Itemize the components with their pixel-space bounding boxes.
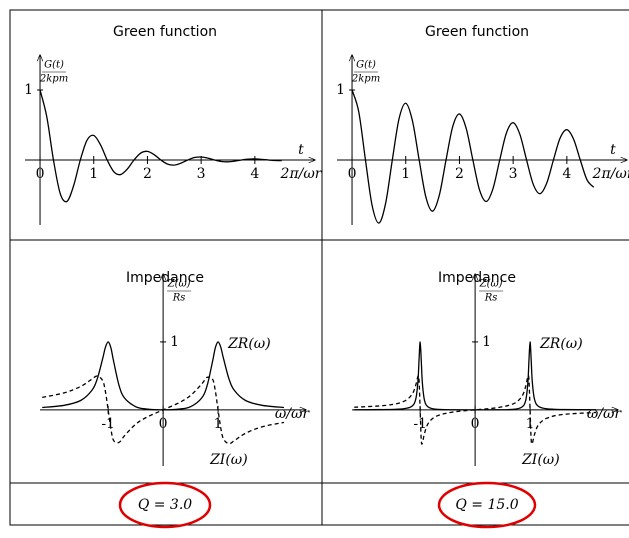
x-tick-label: 2: [455, 166, 464, 182]
x-tick-label: 0: [348, 166, 357, 182]
y-label-denominator: 2kpm: [351, 74, 380, 85]
x-tick-label: -1: [101, 416, 115, 432]
x-label: t: [610, 142, 616, 158]
x-tick-label: 0: [471, 416, 480, 432]
curve: [354, 374, 597, 445]
y-label-numerator: Z(ω): [167, 279, 191, 290]
y-label-denominator: Rs: [172, 293, 186, 304]
panel: Green function 0 1 2 3 4 1 G(t) 2kpm t 2π/ωr: [24, 24, 323, 225]
y-tick-label: 1: [482, 334, 491, 350]
curve-label: ZI(ω): [521, 452, 560, 468]
caption: Q = 3.0: [138, 497, 192, 513]
y-label-numerator: G(t): [44, 60, 64, 71]
curve: [42, 375, 285, 445]
curve: [354, 341, 597, 411]
curve-label: ZR(ω): [539, 336, 583, 352]
highlight-circle: [437, 481, 537, 529]
panel-title: Impedance: [126, 270, 204, 286]
x-label: t: [298, 142, 304, 158]
x-label: ω/ωr: [275, 406, 311, 422]
x-tick-label: 2: [143, 166, 152, 182]
panel-title: Green function: [425, 24, 529, 40]
x-tick-label: 4: [562, 166, 571, 182]
panel: Green function 0 1 2 3 4 1 G(t) 2kpm t 2π/ωr: [336, 24, 629, 225]
panel-title: Green function: [113, 24, 217, 40]
x-tick-label: 1: [401, 166, 410, 182]
y-label-denominator: Rs: [484, 293, 498, 304]
table-border: [9, 9, 629, 526]
x-tick-label: 3: [197, 166, 206, 182]
y-label-numerator: Z(ω): [479, 279, 503, 290]
y-tick-label: 1: [24, 82, 33, 98]
x-tick-label: 1: [214, 416, 223, 432]
x-tick-label: 0: [159, 416, 168, 432]
curve-label: ZI(ω): [209, 452, 248, 468]
x-unit: 2π/ωr: [592, 166, 629, 182]
x-tick-label: 1: [89, 166, 98, 182]
panel-title: Impedance: [438, 270, 516, 286]
x-tick-label: 1: [526, 416, 535, 432]
curve: [39, 89, 282, 203]
x-tick-label: 3: [509, 166, 518, 182]
x-tick-label: 0: [36, 166, 45, 182]
y-label-numerator: G(t): [356, 60, 376, 71]
panel: Impedance -1 0 1 1 Z(ω) Rs ω/ωr ZR(ω) ZI(ω): [40, 270, 310, 468]
y-tick-label: 1: [170, 334, 179, 350]
x-unit: 2π/ωr: [280, 166, 323, 182]
y-tick-label: 1: [336, 82, 345, 98]
curve: [351, 89, 595, 224]
x-label: ω/ωr: [587, 406, 623, 422]
y-label-denominator: 2kpm: [39, 74, 68, 85]
caption: Q = 15.0: [455, 497, 518, 513]
highlight-circle: [118, 481, 212, 529]
curve-label: ZR(ω): [227, 336, 271, 352]
x-tick-label: 4: [250, 166, 259, 182]
